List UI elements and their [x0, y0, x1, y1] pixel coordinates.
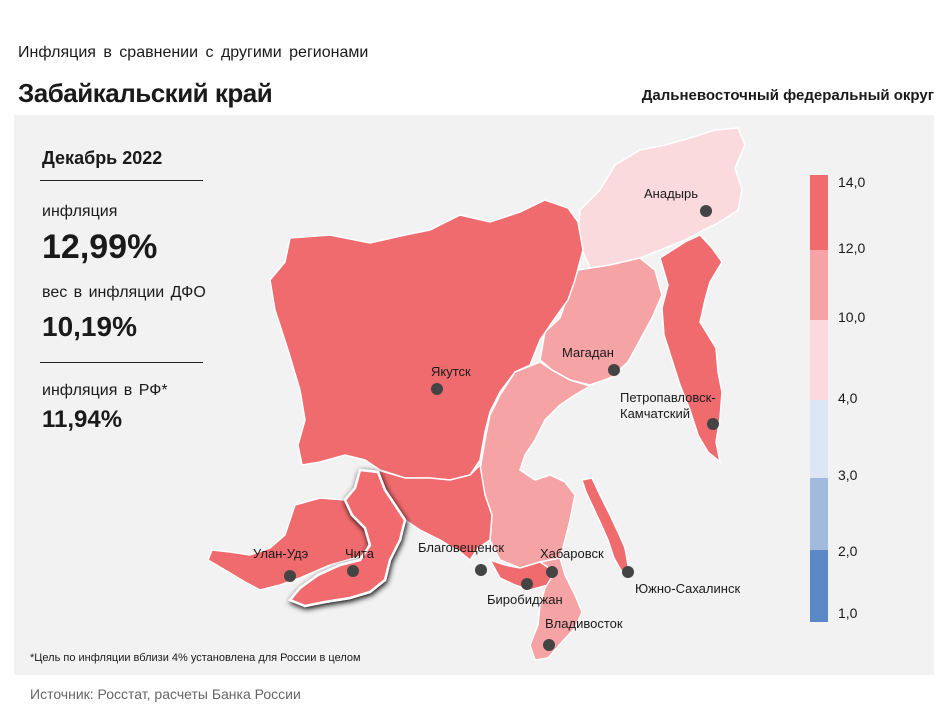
- divider-bottom: [40, 362, 203, 363]
- rf-inflation-label: инфляция в РФ*: [42, 382, 168, 399]
- city-label-petropavlovsk-1: Петропавловск-: [620, 390, 716, 405]
- city-label-chita: Чита: [345, 546, 375, 561]
- city-dot-khabarovsk[interactable]: [546, 566, 558, 578]
- region-yakutia[interactable]: [269, 199, 584, 481]
- city-dot-ulan-ude[interactable]: [284, 570, 296, 582]
- legend-swatch-6: [810, 550, 828, 622]
- city-label-yakutsk: Якутск: [431, 364, 471, 379]
- region-kamchatka[interactable]: [659, 234, 723, 464]
- legend-label-6: 2,0: [838, 543, 858, 559]
- city-label-ulan-ude: Улан-Удэ: [253, 546, 309, 561]
- legend-swatch-1: [810, 175, 828, 250]
- region-title: Забайкальский край: [18, 78, 273, 108]
- chart-subtitle: Инфляция в сравнении с другими регионами: [18, 44, 369, 61]
- district-title: Дальневосточный федеральный округ: [641, 87, 934, 104]
- color-legend: 14,0 12,0 10,0 4,0 3,0 2,0 1,0: [810, 174, 865, 622]
- region-sakhalin[interactable]: [581, 477, 632, 580]
- legend-swatch-2: [810, 250, 828, 320]
- legend-label-7: 1,0: [838, 605, 858, 621]
- city-label-petropavlovsk-2: Камчатский: [620, 406, 690, 421]
- city-dot-magadan[interactable]: [608, 364, 620, 376]
- city-dot-anadyr[interactable]: [700, 205, 712, 217]
- legend-label-5: 3,0: [838, 467, 858, 483]
- legend-label-3: 10,0: [838, 309, 865, 325]
- city-label-birobidzhan: Биробиджан: [487, 592, 563, 607]
- city-label-vladivostok: Владивосток: [545, 616, 623, 631]
- city-label-anadyr: Анадырь: [644, 186, 698, 201]
- legend-swatch-4: [810, 400, 828, 478]
- region-primorye[interactable]: [529, 557, 583, 661]
- city-dot-birobidzhan[interactable]: [521, 578, 533, 590]
- city-dot-chita[interactable]: [347, 565, 359, 577]
- inflation-value: 12,99%: [42, 228, 158, 266]
- legend-label-2: 12,0: [838, 240, 865, 256]
- inflation-label: инфляция: [42, 203, 118, 220]
- city-label-khabarovsk: Хабаровск: [540, 546, 604, 561]
- city-dots: [284, 205, 719, 651]
- city-dot-yuzhno[interactable]: [622, 566, 634, 578]
- city-label-magadan: Магадан: [562, 345, 614, 360]
- legend-swatch-5: [810, 478, 828, 550]
- city-dot-yakutsk[interactable]: [431, 383, 443, 395]
- source-note: Источник: Росстат, расчеты Банка России: [30, 686, 301, 702]
- legend-swatch-3: [810, 320, 828, 400]
- footnote: *Цель по инфляции вблизи 4% установлена …: [30, 652, 361, 664]
- city-dot-petropavlovsk[interactable]: [707, 418, 719, 430]
- city-dot-vladivostok[interactable]: [543, 639, 555, 651]
- weight-label: вес в инфляции ДФО: [42, 284, 206, 301]
- city-dot-blagoveshchensk[interactable]: [475, 564, 487, 576]
- region-zabaykalsky[interactable]: [287, 468, 407, 608]
- legend-label-1: 14,0: [838, 174, 865, 190]
- rf-inflation-value: 11,94%: [42, 406, 123, 433]
- legend-label-4: 4,0: [838, 390, 858, 406]
- weight-value: 10,19%: [42, 311, 137, 342]
- period-label: Декабрь 2022: [42, 148, 163, 168]
- city-label-yuzhno: Южно-Сахалинск: [635, 581, 740, 596]
- divider-top: [40, 180, 203, 181]
- city-label-blagoveshchensk: Благовещенск: [418, 540, 504, 555]
